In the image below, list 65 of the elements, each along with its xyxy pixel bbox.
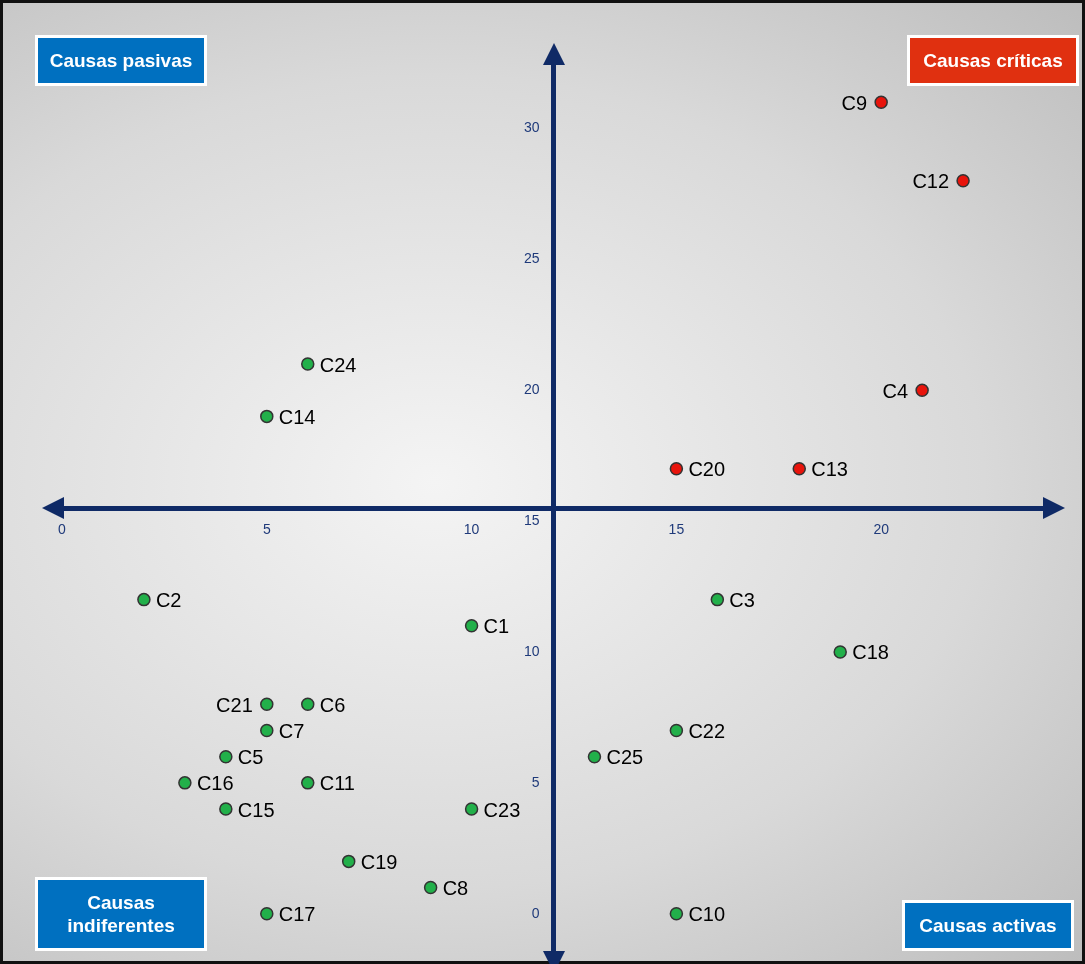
annotation: C14 bbox=[278, 405, 316, 428]
annotation: C13 bbox=[811, 458, 848, 481]
annotation: C1 bbox=[483, 615, 510, 638]
point bbox=[669, 906, 684, 921]
y-tick-label: 0 bbox=[531, 904, 540, 921]
x-tick-label: 0 bbox=[58, 521, 67, 538]
annotation: C25 bbox=[606, 746, 644, 769]
y-tick-label: 25 bbox=[523, 250, 540, 267]
point bbox=[260, 697, 274, 712]
annotation: C4 bbox=[882, 379, 909, 402]
annotation: C2 bbox=[155, 589, 182, 612]
x-tick-label: 15 bbox=[668, 521, 685, 538]
point bbox=[260, 723, 274, 738]
x-tick-label: 5 bbox=[262, 521, 271, 538]
annotation: C15 bbox=[237, 798, 275, 821]
point bbox=[464, 619, 479, 633]
annotation: C18 bbox=[852, 641, 889, 664]
point bbox=[710, 592, 725, 607]
annotation: C11 bbox=[319, 772, 355, 795]
point bbox=[792, 461, 806, 476]
point bbox=[669, 461, 684, 476]
annotation: C3 bbox=[729, 589, 755, 612]
point bbox=[423, 880, 438, 895]
x-tick-label: 20 bbox=[873, 521, 890, 538]
point bbox=[341, 854, 356, 869]
point bbox=[301, 697, 315, 712]
y-tick-label: 10 bbox=[523, 642, 540, 659]
annotation: C23 bbox=[483, 798, 521, 821]
point bbox=[260, 409, 274, 424]
y-tick-label: 30 bbox=[523, 119, 540, 136]
point bbox=[260, 906, 274, 921]
annotation: C20 bbox=[688, 458, 726, 481]
point bbox=[219, 802, 233, 816]
quadrant-label: Causas indiferentes bbox=[35, 877, 207, 951]
point bbox=[874, 95, 888, 110]
annotation: C7 bbox=[278, 720, 305, 743]
annotation: C17 bbox=[278, 903, 316, 926]
annotation: C12 bbox=[912, 170, 950, 193]
annotation: C8 bbox=[442, 877, 469, 900]
annotation: C10 bbox=[688, 903, 726, 926]
quadrant-label: Causas pasivas bbox=[35, 35, 207, 86]
annotation: C19 bbox=[360, 850, 398, 873]
y-tick-label: 20 bbox=[523, 381, 540, 398]
annotation: C9 bbox=[841, 91, 868, 114]
quadrant-label: Causas activas bbox=[902, 900, 1074, 951]
x-tick-label: 10 bbox=[463, 521, 480, 538]
point bbox=[137, 592, 151, 607]
annotation: C21 bbox=[216, 693, 253, 716]
point bbox=[178, 776, 192, 790]
point bbox=[669, 723, 684, 738]
point bbox=[219, 749, 233, 764]
point bbox=[464, 802, 479, 816]
point bbox=[833, 645, 847, 659]
point bbox=[587, 749, 602, 764]
point bbox=[301, 776, 315, 790]
annotation: C5 bbox=[237, 746, 264, 769]
point bbox=[301, 357, 315, 371]
annotation: C24 bbox=[319, 353, 357, 376]
annotation: C22 bbox=[688, 720, 726, 743]
y-tick-label: 5 bbox=[531, 773, 540, 790]
point bbox=[956, 174, 970, 188]
annotation: C6 bbox=[319, 693, 346, 716]
quadrant-label: Causas críticas bbox=[907, 35, 1079, 86]
annotation: C16 bbox=[196, 772, 234, 795]
point bbox=[915, 383, 929, 397]
